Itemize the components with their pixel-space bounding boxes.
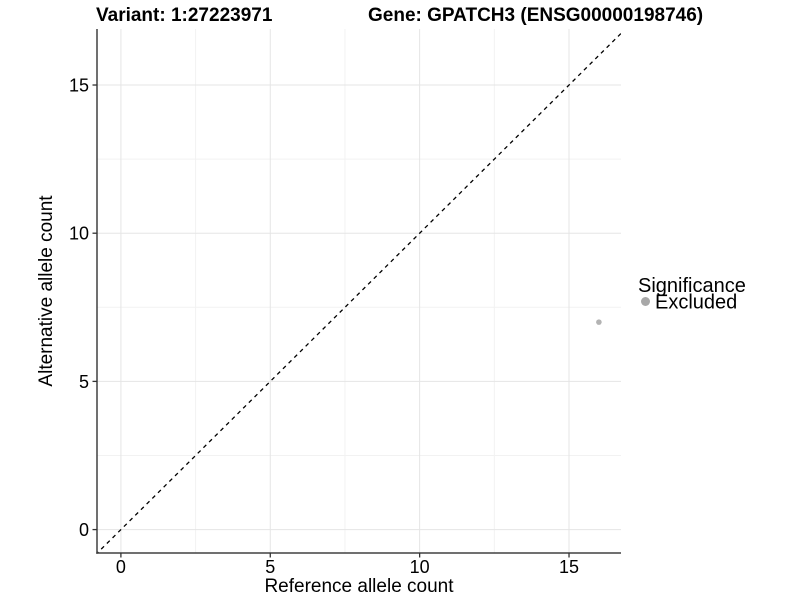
legend: Significance Excluded <box>638 275 746 314</box>
plot-titles: Variant: 1:27223971 Gene: GPATCH3 (ENSG0… <box>96 5 703 26</box>
y-axis-title: Alternative allele count <box>36 195 57 387</box>
legend-item-label: Excluded <box>655 292 737 314</box>
data-points <box>596 319 602 325</box>
legend-items: Excluded <box>641 292 737 314</box>
axis-lines <box>96 29 621 554</box>
data-point <box>596 319 602 325</box>
legend-title: Significance <box>638 275 746 297</box>
x-axis-title: Reference allele count <box>264 576 454 597</box>
identity-line <box>97 32 621 553</box>
axis-tick-marks <box>92 84 570 558</box>
y-tick-label: 5 <box>79 372 89 392</box>
axis-tick-labels: 0 5 10 15 0 5 10 15 <box>69 76 579 577</box>
x-tick-label: 5 <box>265 557 275 577</box>
grid-major-lines <box>97 29 621 553</box>
plot-panel-background <box>97 29 621 553</box>
grid-minor-lines <box>97 29 621 553</box>
legend-key-dot <box>641 297 650 306</box>
y-tick-label: 0 <box>79 520 89 540</box>
x-tick-label: 10 <box>410 557 430 577</box>
y-tick-label: 15 <box>69 76 89 96</box>
x-tick-label: 15 <box>559 557 579 577</box>
x-tick-label: 0 <box>116 557 126 577</box>
y-tick-label: 10 <box>69 224 89 244</box>
plot-title-gene: Gene: GPATCH3 (ENSG00000198746) <box>368 5 703 26</box>
identity-dashed-line <box>97 32 621 553</box>
plot-title-variant: Variant: 1:27223971 <box>96 5 273 26</box>
